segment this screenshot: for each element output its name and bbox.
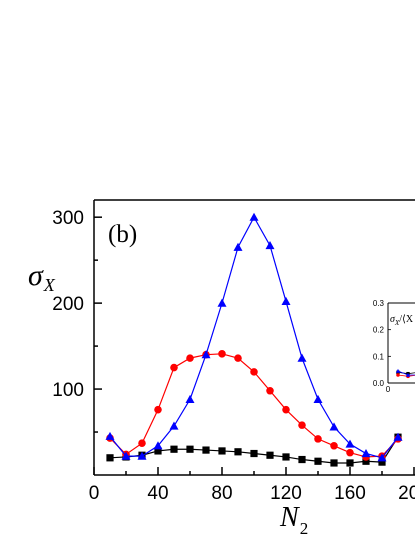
- main-data-point: [345, 439, 355, 448]
- inset-x-tick-label: 0: [386, 385, 391, 394]
- main-data-point: [217, 298, 227, 307]
- inset-y-label-subscript: X: [394, 319, 400, 327]
- main-data-point: [218, 447, 226, 455]
- inset-y-tick-label: 0.3: [373, 299, 385, 308]
- inset-data-point: [396, 373, 400, 377]
- main-data-point: [201, 350, 211, 359]
- main-data-point: [281, 296, 291, 306]
- main-data-point: [378, 458, 386, 466]
- main-data-point: [361, 449, 371, 458]
- main-y-tick-label: 100: [52, 380, 84, 401]
- panel-label: (b): [108, 221, 137, 248]
- main-ticks: [93, 216, 415, 475]
- main-data-point: [137, 451, 147, 460]
- x-axis-label-main: N: [279, 502, 300, 533]
- inset-y-label-suffix: /⟨X: [399, 314, 414, 325]
- main-data-point: [218, 350, 226, 358]
- main-data-point: [106, 454, 114, 462]
- main-x-tick-label: 40: [147, 483, 168, 504]
- inset-ticks: 0400.00.10.20.3: [373, 299, 391, 394]
- main-data-point: [249, 212, 259, 221]
- main-data-point: [105, 431, 115, 440]
- main-data-point: [265, 241, 275, 250]
- main-data-point: [346, 448, 354, 457]
- main-data-point: [298, 421, 306, 429]
- main-data-point: [185, 394, 195, 403]
- main-data-point: [154, 405, 162, 414]
- inset-series-line: [397, 374, 415, 377]
- main-data-point: [169, 421, 179, 430]
- inset-y-tick-label: 0.1: [373, 352, 385, 361]
- main-data-point: [186, 354, 194, 362]
- main-data-point: [297, 353, 307, 362]
- x-axis-label: N2: [279, 502, 308, 537]
- main-data-point: [329, 422, 339, 431]
- main-series-triangle: [105, 212, 403, 462]
- main-data-point: [234, 448, 242, 456]
- inset-y-tick-label: 0.0: [373, 379, 385, 388]
- main-data-point: [393, 432, 403, 441]
- inset-series-line: [397, 370, 415, 376]
- main-data-point: [313, 394, 323, 403]
- main-data-point: [138, 439, 146, 447]
- main-data-point: [154, 447, 162, 455]
- main-series-line: [109, 215, 399, 459]
- main-plot-frame: [93, 199, 415, 476]
- main-data-point: [233, 242, 243, 251]
- main-data-point: [234, 354, 242, 362]
- inset-chart: 0400.00.10.20.3 σX/⟨X: [373, 299, 415, 394]
- main-data-point: [186, 445, 194, 453]
- main-series-circle: [106, 350, 402, 461]
- main-data-point: [298, 455, 306, 464]
- main-y-tick-label: 200: [52, 294, 84, 315]
- main-x-tick-label: 200: [398, 483, 415, 504]
- main-x-tick-label: 80: [211, 483, 232, 504]
- inset-y-tick-label: 0.2: [373, 326, 385, 335]
- inset-background: [388, 303, 415, 383]
- inset-y-label-main: σ: [390, 314, 396, 325]
- inset-series-triangle: [395, 368, 415, 377]
- main-data-point: [346, 459, 354, 467]
- y-axis-label-main: σ: [28, 259, 44, 292]
- main-data-point: [330, 459, 338, 467]
- main-data-point: [250, 449, 258, 458]
- inset-data-point: [395, 368, 401, 373]
- main-data-point: [314, 435, 322, 443]
- main-data-point: [330, 442, 338, 450]
- main-data-point: [314, 457, 322, 465]
- inset-data-point: [405, 372, 411, 377]
- main-x-tick-label: 120: [270, 483, 302, 504]
- main-data-point: [377, 453, 387, 462]
- main-data-point: [121, 451, 131, 460]
- main-series: [105, 212, 403, 467]
- main-x-tick-label: 160: [334, 483, 366, 504]
- main-data-point: [202, 446, 210, 454]
- main-x-tick-label: 0: [89, 483, 100, 504]
- x-axis-label-subscript: 2: [300, 519, 309, 537]
- main-data-point: [282, 453, 290, 461]
- main-data-point: [170, 363, 178, 372]
- inset-series: [395, 368, 415, 379]
- main-data-point: [266, 387, 274, 395]
- main-data-point: [282, 405, 290, 414]
- main-data-point: [153, 441, 163, 450]
- main-data-point: [362, 457, 370, 465]
- main-y-tick-label: 300: [52, 208, 84, 229]
- main-data-point: [170, 445, 178, 453]
- inset-y-label: σX/⟨X: [390, 314, 414, 327]
- main-tick-labels: 0 40 80 120 160 200 100 200 300: [52, 208, 415, 504]
- main-data-point: [266, 451, 274, 459]
- main-data-point: [250, 368, 258, 376]
- y-axis-label-subscript: X: [43, 275, 56, 295]
- y-axis-label: σX: [28, 259, 56, 295]
